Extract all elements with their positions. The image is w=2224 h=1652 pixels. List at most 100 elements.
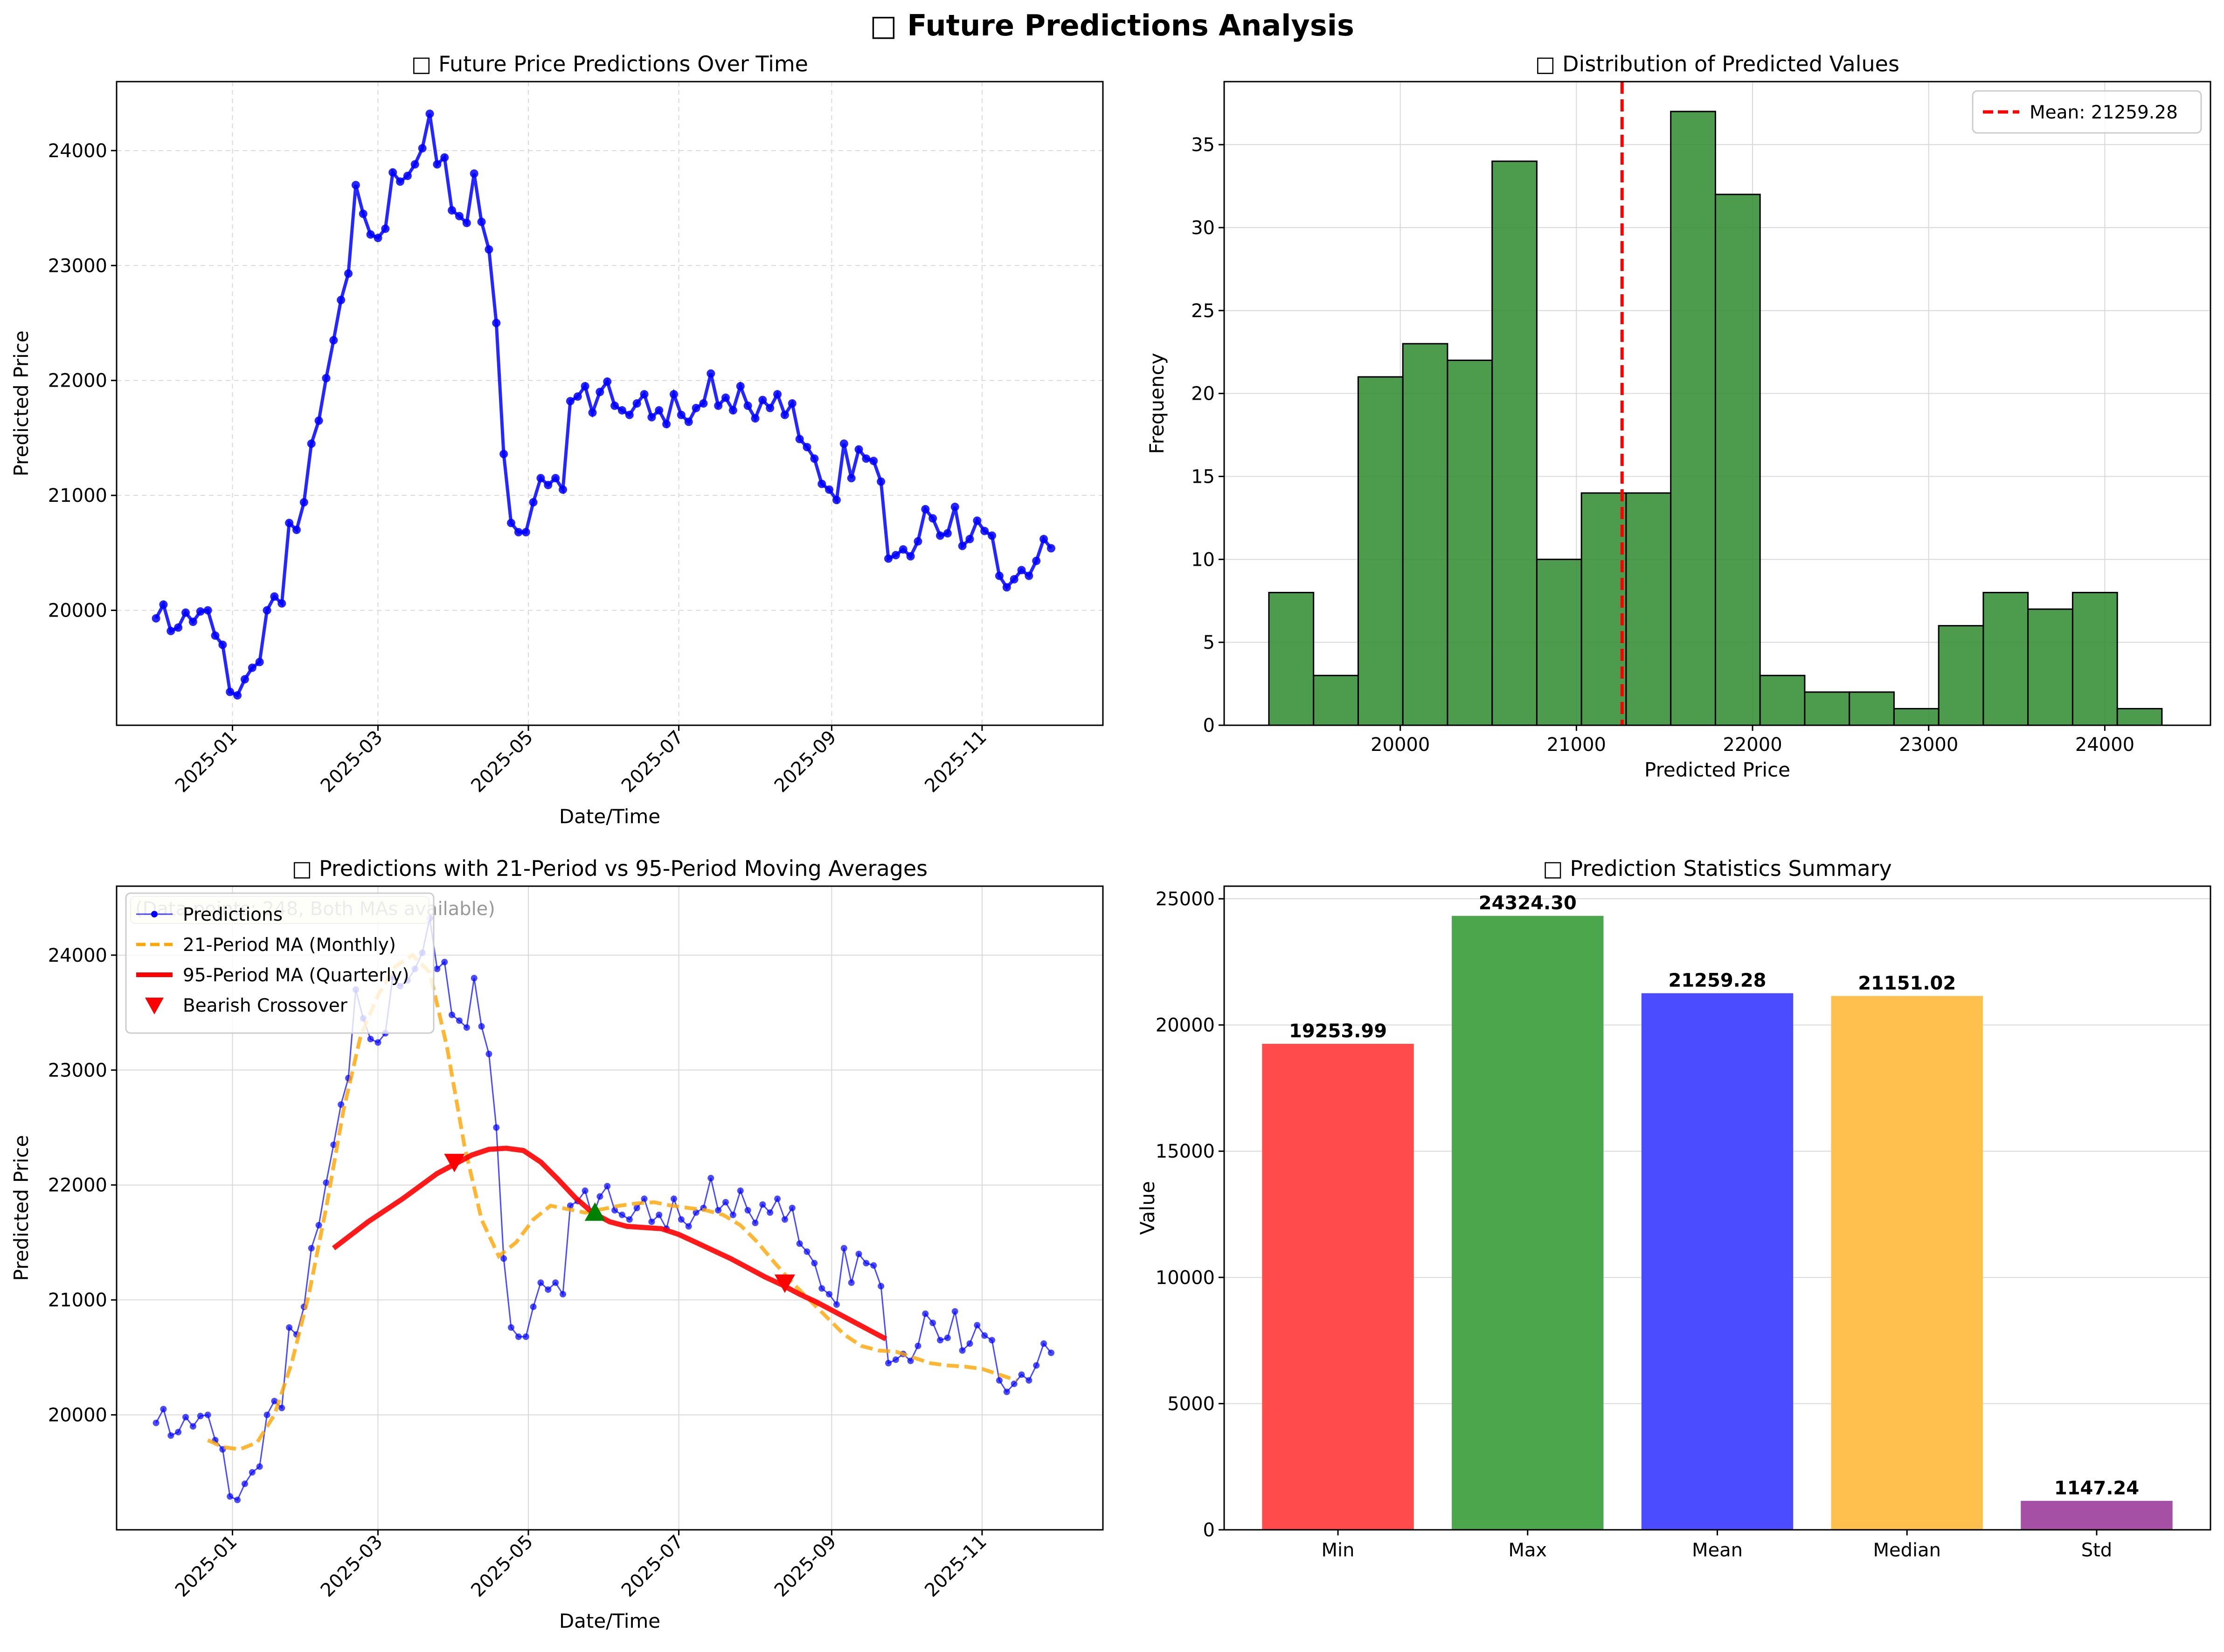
prediction-point bbox=[737, 1187, 744, 1194]
prediction-point bbox=[885, 1360, 892, 1367]
prediction-point bbox=[847, 474, 856, 483]
prediction-point bbox=[662, 420, 671, 429]
y-tick-label: 15000 bbox=[1156, 1141, 1215, 1162]
prediction-point bbox=[485, 245, 493, 254]
prediction-point bbox=[255, 658, 264, 666]
y-axis-label: Frequency bbox=[1145, 353, 1168, 454]
prediction-point bbox=[449, 1012, 456, 1018]
prediction-point bbox=[774, 1195, 781, 1202]
prediction-point bbox=[551, 474, 560, 483]
prediction-point bbox=[196, 607, 205, 616]
prediction-point bbox=[581, 382, 589, 391]
prediction-point bbox=[914, 537, 922, 546]
prediction-point bbox=[648, 1218, 655, 1225]
y-tick-label: 21000 bbox=[48, 485, 107, 507]
prediction-point bbox=[929, 1319, 936, 1326]
prediction-point bbox=[825, 485, 834, 494]
stat-bar bbox=[1262, 1044, 1414, 1530]
prediction-point bbox=[878, 1283, 885, 1290]
prediction-point bbox=[181, 608, 190, 617]
prediction-point bbox=[795, 435, 804, 444]
prediction-point bbox=[773, 390, 782, 399]
prediction-point bbox=[174, 623, 183, 632]
prediction-point bbox=[537, 1279, 544, 1286]
prediction-point bbox=[499, 450, 508, 458]
prediction-point bbox=[552, 1279, 559, 1286]
prediction-point bbox=[767, 1209, 774, 1216]
prediction-point bbox=[715, 1207, 722, 1214]
prediction-point bbox=[197, 1413, 204, 1420]
prediction-point bbox=[707, 1174, 714, 1181]
prediction-point bbox=[892, 1356, 899, 1363]
prediction-point bbox=[684, 417, 693, 426]
histogram-bar bbox=[2072, 591, 2118, 726]
prediction-point bbox=[314, 416, 323, 425]
prediction-point bbox=[521, 528, 530, 536]
x-tick-label: Min bbox=[1322, 1540, 1355, 1561]
prediction-point bbox=[729, 1211, 736, 1218]
prediction-point bbox=[1018, 1371, 1025, 1378]
prediction-point bbox=[922, 1310, 929, 1317]
prediction-point bbox=[1047, 1349, 1054, 1356]
prediction-point bbox=[863, 1260, 870, 1267]
prediction-point bbox=[573, 392, 582, 401]
prediction-point bbox=[937, 1337, 944, 1344]
x-tick-label: Max bbox=[1508, 1540, 1547, 1561]
prediction-point bbox=[980, 527, 989, 535]
x-axis-label: Date/Time bbox=[559, 805, 660, 828]
prediction-point bbox=[477, 217, 486, 226]
prediction-point bbox=[263, 1411, 270, 1418]
prediction-point bbox=[530, 1303, 537, 1310]
prediction-point bbox=[485, 1050, 492, 1057]
prediction-point bbox=[1017, 566, 1026, 575]
price-timeline-chart: 20000 21000 22000 23000 24000 2025-01 2025-03 2… bbox=[10, 51, 1104, 828]
y-axis-label: Predicted Price bbox=[10, 331, 33, 477]
prediction-point bbox=[315, 1222, 322, 1229]
prediction-point bbox=[1025, 1377, 1032, 1384]
plot-frame bbox=[116, 81, 1104, 726]
figure-title: □ Future Predictions Analysis bbox=[870, 8, 1354, 42]
prediction-point bbox=[381, 224, 390, 233]
y-axis-label: Predicted Price bbox=[10, 1135, 33, 1281]
prediction-point bbox=[692, 403, 700, 412]
histogram-bar bbox=[1893, 708, 1940, 726]
prediction-point bbox=[507, 519, 515, 528]
legend-label: 95-Period MA (Quarterly) bbox=[183, 965, 409, 986]
y-tick-label: 25000 bbox=[1156, 888, 1215, 910]
legend-predictions-marker bbox=[151, 911, 158, 917]
prediction-point bbox=[175, 1429, 182, 1436]
prediction-point bbox=[743, 401, 752, 410]
prediction-point bbox=[640, 390, 649, 399]
y-tick-label: 20000 bbox=[48, 1405, 107, 1426]
prediction-point bbox=[588, 408, 597, 417]
histogram-bar bbox=[1313, 674, 1359, 726]
x-tick-label: 2025-11 bbox=[921, 727, 991, 797]
prediction-point bbox=[818, 479, 826, 488]
prediction-point bbox=[233, 691, 242, 700]
ma21-line bbox=[207, 952, 1018, 1451]
x-tick-label: 2025-05 bbox=[467, 727, 537, 797]
prediction-point bbox=[292, 526, 301, 534]
prediction-point bbox=[188, 618, 197, 626]
prediction-point bbox=[625, 410, 634, 419]
prediction-point bbox=[810, 454, 819, 463]
prediction-point bbox=[965, 534, 974, 543]
prediction-point bbox=[804, 1248, 811, 1255]
prediction-point bbox=[478, 1023, 485, 1030]
x-axis-label: Predicted Price bbox=[1644, 758, 1790, 781]
prediction-point bbox=[641, 1195, 648, 1202]
prediction-point bbox=[493, 1124, 500, 1131]
prediction-point bbox=[899, 545, 908, 554]
prediction-point bbox=[203, 606, 212, 615]
legend-label: Bearish Crossover bbox=[183, 995, 348, 1016]
prediction-point bbox=[307, 439, 316, 448]
y-tick-label: 10000 bbox=[1156, 1267, 1215, 1289]
prediction-point bbox=[226, 687, 235, 696]
prediction-point bbox=[826, 1291, 833, 1298]
chart-title: □ Prediction Statistics Summary bbox=[1543, 856, 1891, 881]
x-tick-label: 2025-03 bbox=[317, 1531, 387, 1602]
x-tick-label: 2025-01 bbox=[171, 1531, 242, 1602]
stat-bar bbox=[1452, 916, 1604, 1530]
prediction-point bbox=[728, 406, 737, 415]
prediction-point bbox=[862, 454, 871, 463]
